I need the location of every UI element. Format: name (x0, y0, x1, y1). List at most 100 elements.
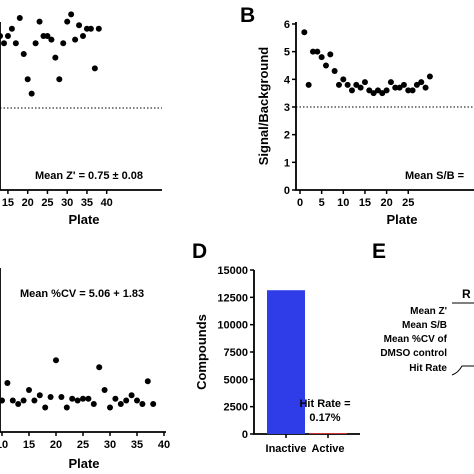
data-point (314, 48, 321, 55)
data-point (76, 22, 83, 29)
panel-b-axes (295, 22, 474, 191)
data-point (74, 397, 81, 404)
data-point (123, 397, 130, 404)
data-point (80, 33, 86, 39)
panel-b-y-ticks: 0 1 2 3 4 5 6 (284, 19, 296, 197)
data-point (335, 81, 342, 88)
x-tick-label: 15 (23, 439, 35, 451)
data-point (357, 84, 364, 91)
y-tick-label: 5 (284, 47, 290, 59)
x-tick-label: 15 (2, 197, 14, 209)
data-point (60, 40, 67, 47)
data-point (85, 395, 92, 402)
data-point (47, 394, 54, 400)
data-point (396, 84, 403, 91)
data-point (418, 79, 425, 86)
data-point (52, 54, 59, 61)
y-tick-label: 2500 (224, 402, 248, 414)
data-point (331, 68, 338, 75)
table-row-label: Mean S/B (402, 320, 447, 331)
panel-d-hit-rate-label: Hit Rate = (299, 398, 350, 410)
panel-c-points (0, 357, 157, 411)
data-point (32, 40, 39, 47)
x-tick-label: 20 (22, 197, 34, 209)
x-tick-label: 30 (104, 439, 116, 451)
y-tick-label: 10000 (217, 320, 248, 332)
data-point (91, 65, 98, 72)
panel-d-y-ticks: 0 2500 5000 7500 10000 12500 15000 (217, 265, 254, 441)
x-tick-label: 10 (0, 439, 8, 451)
data-point (107, 404, 113, 411)
data-point (144, 378, 151, 385)
data-point (0, 33, 4, 39)
data-point (68, 11, 75, 18)
panel-d-bars (267, 290, 347, 434)
table-header: R (462, 287, 471, 301)
data-point (24, 76, 31, 83)
data-point (383, 87, 390, 94)
data-point (301, 29, 308, 36)
panel-c-x-ticks: 10 15 20 25 30 35 40 (0, 432, 170, 451)
data-point (80, 395, 86, 402)
data-point (379, 90, 386, 97)
panel-b-ylabel: Signal/Background (256, 47, 271, 166)
data-point (69, 395, 76, 402)
data-point (36, 392, 43, 399)
y-tick-label: 0 (284, 185, 290, 197)
y-tick-label: 7500 (224, 347, 248, 359)
bar-active (309, 433, 347, 434)
data-point (322, 62, 329, 69)
data-point (353, 81, 360, 88)
table-row-label: Mean %CV of (384, 334, 448, 345)
data-point (42, 404, 49, 411)
x-tick-label: 35 (131, 439, 143, 451)
x-tick-label: 40 (101, 197, 113, 209)
table-row-label: DMSO control (380, 348, 447, 359)
data-point (58, 394, 65, 400)
y-tick-label: 4 (284, 74, 291, 86)
panel-d-ylabel: Compounds (194, 314, 209, 390)
data-point (409, 87, 416, 94)
x-tick-label: 5 (319, 197, 325, 209)
panel-b-points (301, 29, 433, 97)
data-point (0, 397, 5, 404)
panel-d-letter: D (192, 240, 207, 263)
x-tick-label: 40 (158, 439, 170, 451)
panel-d-x-ticks: Inactive Active (266, 434, 345, 455)
table-row-label: Mean Z' (410, 306, 447, 317)
x-tick-label: 25 (402, 197, 414, 209)
panel-b: B 0 1 2 3 4 5 6 0 5 10 15 20 25 Signal/Background M… (240, 4, 474, 227)
panel-a: 15 20 25 30 35 40 Mean Z' = 0.75 ± 0.08 Plate (0, 11, 162, 227)
panel-c: 10 15 20 25 30 35 40 Mean %CV = 5.06 + 1.83 Pl… (0, 268, 170, 471)
data-point (72, 36, 79, 43)
data-point (28, 90, 35, 97)
x-tick-label: 25 (77, 439, 89, 451)
x-tick-label: 20 (380, 197, 392, 209)
data-point (134, 397, 140, 404)
x-tick-label: 30 (61, 197, 73, 209)
panel-c-annotation: Mean %CV = 5.06 + 1.83 (20, 288, 144, 300)
data-point (117, 401, 124, 407)
y-tick-label: 6 (284, 19, 290, 31)
panel-e-letter: E (372, 240, 386, 263)
data-point (344, 81, 351, 88)
data-point (44, 33, 51, 39)
x-tick-label: 15 (359, 197, 371, 209)
data-point (16, 15, 23, 21)
panel-e: E R Mean Z' Mean S/B Mean %CV of DMSO co… (372, 240, 474, 376)
data-point (150, 401, 157, 407)
data-point (128, 392, 135, 399)
x-category-label: Active (311, 443, 344, 455)
data-point (48, 36, 55, 43)
data-point (374, 87, 381, 94)
panel-b-xlabel: Plate (386, 212, 417, 227)
data-point (366, 87, 373, 94)
y-tick-label: 5000 (224, 374, 248, 386)
data-point (1, 40, 7, 47)
data-point (4, 33, 11, 39)
data-point (20, 51, 27, 57)
x-tick-label: 25 (41, 197, 53, 209)
data-point (370, 90, 377, 97)
data-point (340, 76, 347, 83)
data-point (26, 387, 32, 393)
